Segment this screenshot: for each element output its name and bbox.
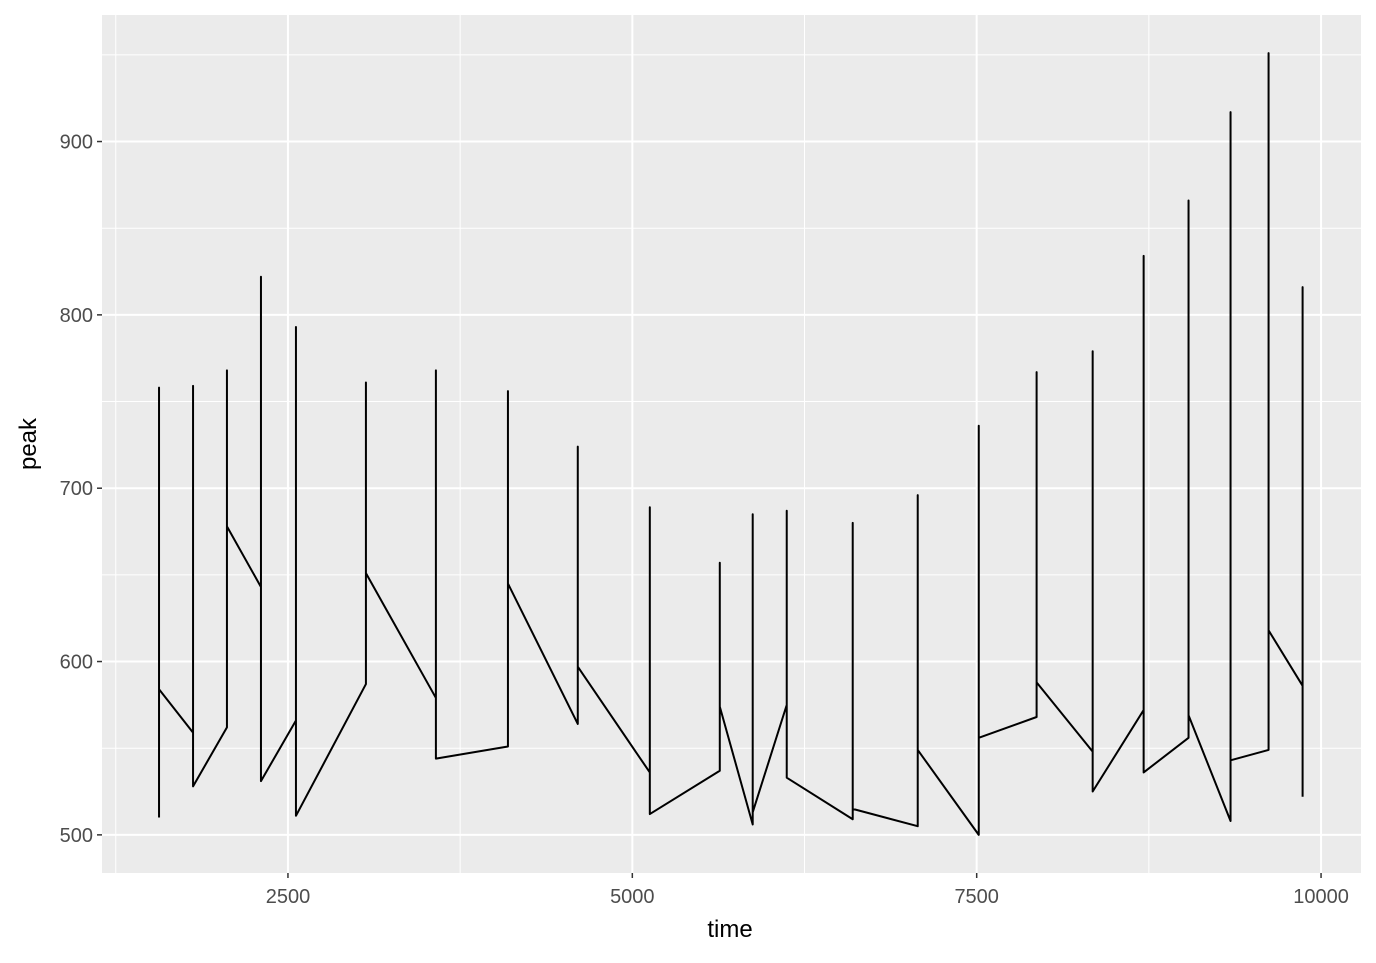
y-tick-label: 700	[60, 478, 93, 500]
x-tick-label: 7500	[954, 886, 999, 908]
x-tick-label: 5000	[610, 886, 655, 908]
x-axis-title: time	[707, 916, 752, 943]
x-tick-label: 10000	[1293, 886, 1349, 908]
grid	[102, 15, 1361, 873]
panel	[102, 15, 1361, 873]
y-tick-label: 900	[60, 132, 93, 154]
marks	[158, 52, 1304, 836]
y-axis-title: peak	[15, 417, 42, 470]
y-tick-label: 600	[60, 652, 93, 674]
y-tick-label: 500	[60, 825, 93, 847]
data-line	[158, 52, 1304, 836]
y-tick-label: 800	[60, 305, 93, 327]
x-tick-label: 2500	[266, 886, 311, 908]
